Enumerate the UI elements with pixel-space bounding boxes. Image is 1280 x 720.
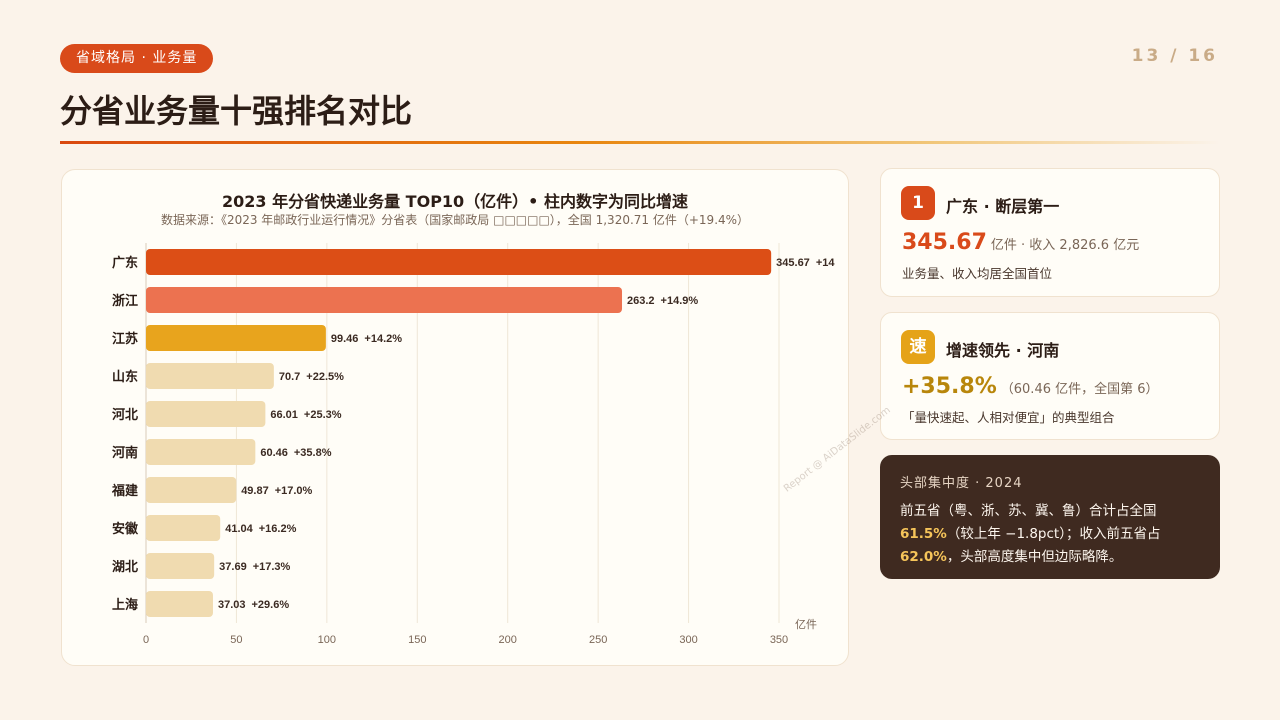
top5-share: 61.5% (900, 526, 947, 542)
bar (146, 591, 213, 617)
growth-text: +17.3% (253, 561, 291, 573)
bar (146, 515, 221, 541)
henan-card: 速 增速领先 · 河南 +35.8% （60.46 亿件，全国第 6） 「量快速起… (880, 312, 1220, 440)
category-label: 江苏 (112, 331, 138, 347)
guangdong-volume: 345.67 (902, 230, 987, 255)
category-label: 山东 (112, 369, 138, 385)
henan-note: 「量快速起、人相对便宜」的典型组合 (902, 410, 1115, 425)
henan-metric: +35.8% （60.46 亿件，全国第 6） (902, 374, 1159, 399)
concentration-line-2: 61.5%（较上年 −1.8pct）；收入前五省占 (900, 522, 1160, 542)
page-number: 13 / 16 (1131, 46, 1218, 66)
x-tick-label: 150 (408, 634, 426, 646)
chart-card: 2023 年分省快递业务量 TOP10（亿件）• 柱内数字为同比增速 数据来源：… (61, 169, 849, 666)
x-tick-label: 300 (679, 634, 697, 646)
value-text: 37.03 (218, 599, 246, 611)
bar (146, 439, 256, 465)
category-label: 安徽 (112, 521, 139, 537)
guangdong-note: 业务量、收入均居全国首位 (902, 266, 1053, 281)
bar-value-label: 263.2 +14.9% (627, 295, 698, 307)
x-tick-label: 200 (499, 634, 517, 646)
x-tick-label: 100 (318, 634, 336, 646)
growth-text: +14.2% (364, 333, 402, 345)
x-tick-label: 250 (589, 634, 607, 646)
bar (146, 325, 326, 351)
concentration-title: 头部集中度 · 2024 (900, 476, 1023, 491)
bar (146, 249, 772, 275)
growth-text: +16.2% (259, 523, 297, 535)
category-label: 福建 (111, 483, 138, 499)
guangdong-card-title: 广东 · 断层第一 (946, 197, 1060, 216)
value-text: 60.46 (260, 447, 288, 459)
page-title: 分省业务量十强排名对比 (60, 92, 413, 130)
bar (146, 477, 237, 503)
bar (146, 287, 623, 313)
growth-text: +25.3% (304, 409, 342, 421)
concentration-line-1: 前五省（粤、浙、苏、冀、鲁）合计占全国 (900, 503, 1157, 519)
value-text: 70.7 (279, 371, 300, 383)
bar-value-label: 60.46 +35.8% (260, 447, 331, 459)
bar-value-label: 345.67 +14 (776, 257, 835, 269)
growth-text: +14 (816, 257, 836, 269)
bar-value-label: 66.01 +25.3% (270, 409, 341, 421)
x-tick-label: 0 (143, 634, 149, 646)
x-tick-label: 50 (230, 634, 242, 646)
henan-card-title: 增速领先 · 河南 (946, 341, 1060, 360)
bar-value-label: 99.46 +14.2% (331, 333, 402, 345)
chart-subtitle: 数据来源：《2023 年邮政行业运行情况》分省表（国家邮政局 □□□□□），全国… (160, 213, 750, 227)
guangdong-metric-note: 亿件 · 收入 2,826.6 亿元 (990, 238, 1140, 253)
category-label: 上海 (112, 597, 138, 613)
title-divider (60, 141, 1220, 144)
value-text: 41.04 (225, 523, 253, 535)
bar-value-label: 49.87 +17.0% (241, 485, 312, 497)
bar (146, 401, 266, 427)
growth-text: +22.5% (306, 371, 344, 383)
henan-growth: +35.8% (902, 374, 997, 399)
value-text: 49.87 (241, 485, 269, 497)
bar-chart: 0 50 100 150 200 250 300 350 亿件 广东 345.67 +14 浙江 263.… (111, 243, 835, 646)
section-tag: 省域格局 · 业务量 (60, 44, 214, 73)
value-text: 99.46 (331, 333, 359, 345)
x-tick-label: 350 (770, 634, 788, 646)
growth-text: +14.9% (661, 295, 699, 307)
guangdong-card: 1 广东 · 断层第一 345.67 亿件 · 收入 2,826.6 亿元 业务量… (880, 168, 1220, 297)
growth-text: +17.0% (275, 485, 313, 497)
bar-value-label: 37.69 +17.3% (219, 561, 290, 573)
revenue-share: 62.0% (900, 549, 947, 565)
category-label: 浙江 (112, 293, 138, 309)
rank-badge: 1 (901, 186, 935, 220)
bar-value-label: 41.04 +16.2% (225, 523, 296, 535)
growth-text: +35.8% (294, 447, 332, 459)
henan-metric-note: （60.46 亿件，全国第 6） (1000, 382, 1159, 397)
bar-value-label: 70.7 +22.5% (279, 371, 344, 383)
category-label: 广东 (112, 255, 138, 271)
bar (146, 553, 215, 579)
value-text: 37.69 (219, 561, 247, 573)
x-unit-label: 亿件 (795, 618, 817, 631)
category-label: 河南 (112, 445, 138, 461)
concentration-line-3-text: ，头部高度集中但边际略降。 (946, 549, 1123, 565)
speed-badge: 速 (901, 330, 935, 364)
concentration-card: 头部集中度 · 2024 前五省（粤、浙、苏、冀、鲁）合计占全国 61.5%（较… (880, 455, 1220, 579)
growth-text: +29.6% (252, 599, 290, 611)
value-text: 66.01 (270, 409, 298, 421)
bar-value-label: 37.03 +29.6% (218, 599, 289, 611)
guangdong-metric: 345.67 亿件 · 收入 2,826.6 亿元 (902, 230, 1139, 255)
chart-title: 2023 年分省快递业务量 TOP10（亿件）• 柱内数字为同比增速 (222, 192, 688, 211)
value-text: 345.67 (776, 257, 810, 269)
value-text: 263.2 (627, 295, 655, 307)
category-label: 湖北 (112, 560, 138, 575)
category-label: 河北 (112, 407, 138, 423)
concentration-line-2-text: （较上年 −1.8pct）；收入前五省占 (946, 526, 1161, 542)
concentration-line-3: 62.0%，头部高度集中但边际略降。 (900, 545, 1122, 565)
bar (146, 363, 274, 389)
